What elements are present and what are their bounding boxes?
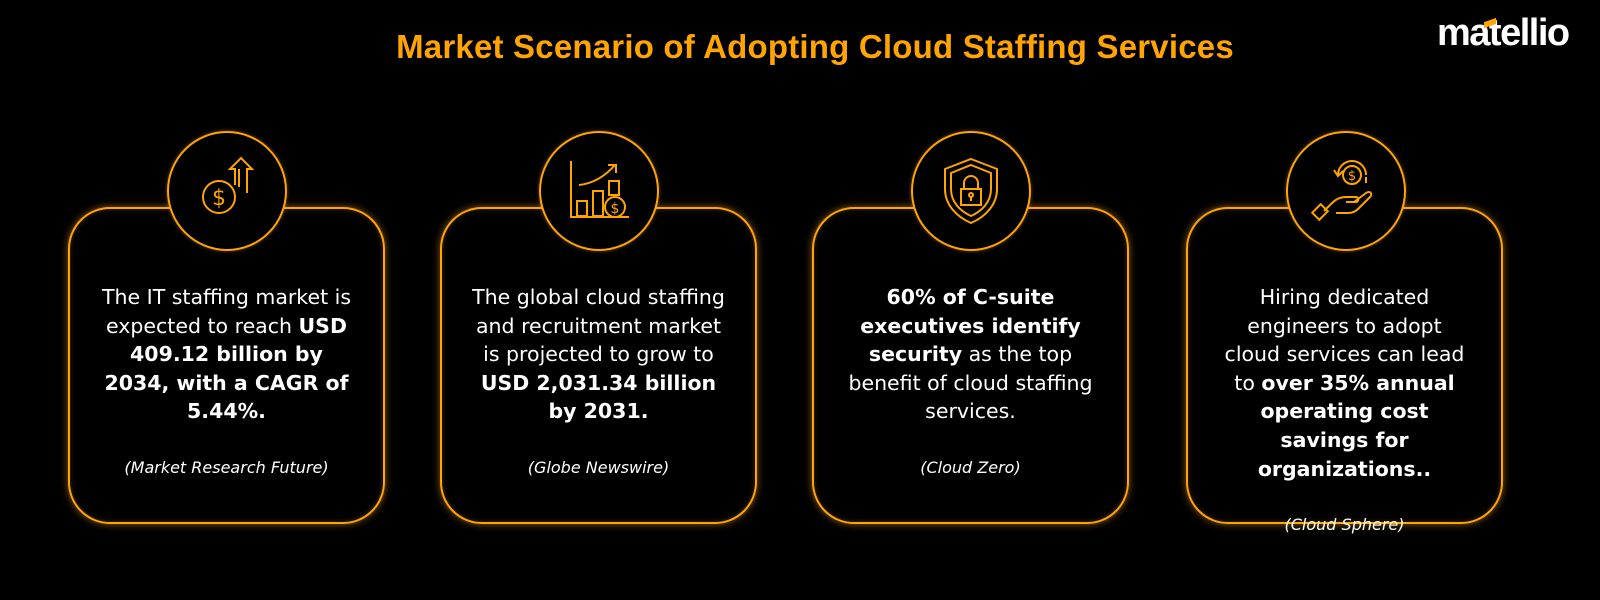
dollar-growth-arrow-icon: $ xyxy=(202,156,255,214)
svg-text:$: $ xyxy=(611,201,620,217)
card-source: (Cloud Sphere) xyxy=(1284,515,1405,535)
stat-card-cloud-staffing-market: The global cloud staffing and recruitmen… xyxy=(440,207,757,524)
stat-card-security: 60% of C-suite executives identify secur… xyxy=(812,207,1129,524)
icon-circle xyxy=(911,131,1031,251)
icon-circle: $ xyxy=(539,131,659,251)
bar-chart-dollar-icon: $ xyxy=(570,161,629,218)
card-text-bold: USD 409.12 billion by 2034, with a CAGR … xyxy=(104,313,349,424)
svg-text:$: $ xyxy=(212,186,226,211)
card-source: (Market Research Future) xyxy=(124,457,329,477)
card-text-bold: USD 2,031.34 billion by 2031. xyxy=(480,370,717,424)
svg-text:$: $ xyxy=(1348,169,1356,184)
card-text: Hiring dedicated engineers to adopt clou… xyxy=(1188,283,1501,540)
card-text-regular: as the top benefit of cloud staffing ser… xyxy=(848,342,1093,424)
card-text-regular: The IT staffing market is expected to re… xyxy=(102,285,351,338)
stat-card-it-staffing: The IT staffing market is expected to re… xyxy=(68,207,385,524)
card-text: The global cloud staffing and recruitmen… xyxy=(442,283,755,483)
card-source: (Cloud Zero) xyxy=(920,457,1021,477)
hand-dollar-savings-icon: $ xyxy=(1310,160,1373,222)
icon-circle: $ xyxy=(1286,131,1406,251)
card-text-bold: 60% of C-suite executives identify secur… xyxy=(860,285,1081,367)
card-text-regular: The global cloud staffing and recruitmen… xyxy=(472,285,725,367)
card-text: 60% of C-suite executives identify secur… xyxy=(814,283,1127,483)
shield-lock-icon xyxy=(944,157,998,225)
card-text-regular: Hiring dedicated engineers to adopt clou… xyxy=(1224,285,1465,395)
card-source: (Globe Newswire) xyxy=(527,457,670,477)
icon-circle: $ xyxy=(167,131,287,251)
card-text: The IT staffing market is expected to re… xyxy=(70,283,383,483)
card-text-bold: over 35% annual operating cost savings f… xyxy=(1257,370,1455,481)
page-title: Market Scenario of Adopting Cloud Staffi… xyxy=(396,28,1234,65)
matellio-logo: matellio xyxy=(1437,12,1570,54)
stat-card-cost-savings: Hiring dedicated engineers to adopt clou… xyxy=(1186,207,1503,534)
